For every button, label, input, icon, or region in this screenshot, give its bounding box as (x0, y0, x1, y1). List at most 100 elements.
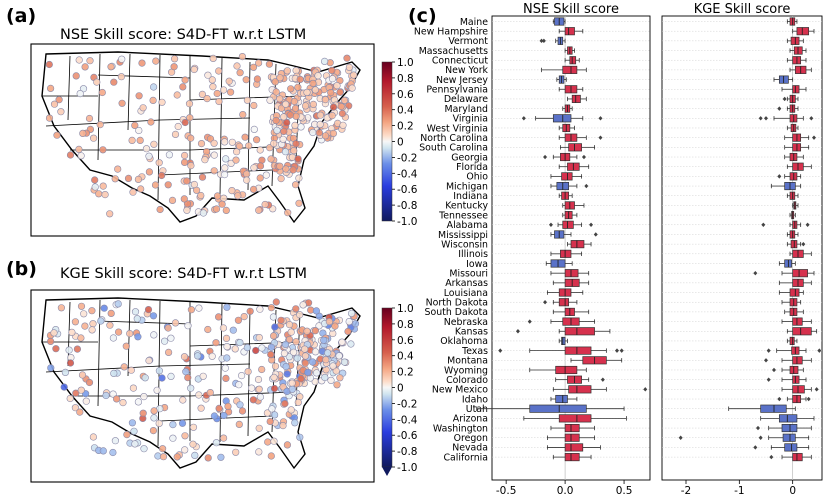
outlier (772, 367, 776, 373)
basin-dot (201, 156, 209, 164)
basin-dot (80, 310, 88, 318)
basin-dot (234, 192, 242, 200)
basin-dot (131, 440, 139, 448)
colorbar-a-tick-label: -0.6 (397, 184, 418, 196)
basin-dot (77, 334, 85, 342)
basin-dot (345, 318, 353, 326)
colorbar-a-tick-label: 0.2 (397, 121, 414, 133)
state-label: Vermont (448, 36, 488, 47)
state-label: Pennsylvania (426, 85, 488, 96)
box (789, 336, 795, 345)
basin-dot (309, 100, 318, 108)
state-label: Washington (433, 423, 488, 434)
basin-dot (66, 359, 75, 367)
basin-dot (296, 75, 304, 83)
basin-dot (57, 108, 65, 116)
basin-dot (144, 306, 153, 314)
panel-c-label: (c) (408, 5, 437, 27)
basin-dot (114, 328, 123, 336)
outlier (581, 154, 586, 160)
basin-dot (285, 321, 294, 329)
basin-dot (267, 155, 275, 163)
basin-dot (77, 152, 85, 160)
outlier (777, 106, 782, 111)
basin-dot (236, 401, 244, 409)
basin-dot (152, 57, 160, 65)
basin-dot (267, 350, 275, 359)
basin-dot (347, 340, 355, 348)
basin-dot (158, 374, 166, 382)
outlier (498, 348, 503, 353)
box (792, 85, 800, 94)
panel-title: NSE Skill score (523, 2, 619, 17)
box (781, 424, 798, 433)
box (561, 336, 566, 345)
box (792, 375, 800, 384)
basin-dot (287, 328, 295, 336)
basin-dot (235, 420, 243, 429)
basin-dot (53, 131, 61, 139)
outlier (782, 96, 787, 102)
basin-dot (100, 304, 108, 312)
basin-dot (311, 327, 320, 335)
basin-dot (184, 322, 192, 330)
basin-dot (336, 88, 344, 96)
basin-dot (222, 374, 230, 383)
basin-dot (93, 78, 101, 86)
basin-dot (233, 148, 241, 156)
basin-dot (197, 404, 205, 412)
box (789, 288, 800, 297)
basin-dot (123, 431, 131, 439)
basin-dot (322, 356, 330, 364)
basin-dot (295, 199, 303, 207)
basin-dot (215, 67, 223, 75)
box (792, 317, 803, 326)
outlier (619, 348, 624, 353)
basin-dot (283, 370, 291, 378)
basin-dot (147, 118, 155, 126)
outlier (777, 174, 782, 179)
box (792, 356, 803, 365)
basin-dot (287, 85, 295, 93)
basin-dot (210, 167, 218, 175)
basin-dot (223, 343, 231, 351)
basin-dot (290, 97, 299, 106)
basin-dot (72, 72, 80, 80)
basin-dot (161, 337, 169, 345)
basin-dot (139, 104, 147, 112)
state-label: Oregon (454, 433, 488, 444)
basin-dot (327, 376, 335, 385)
basin-dot (169, 434, 177, 442)
basin-dot (243, 96, 251, 104)
basin-dot (250, 164, 258, 172)
map-b-basin-dots (46, 298, 360, 462)
basin-dot (209, 54, 217, 63)
basin-dot (255, 424, 263, 432)
basin-dot (210, 139, 218, 147)
basin-dot (102, 391, 110, 400)
basin-dot (292, 181, 300, 189)
basin-dot (181, 76, 189, 84)
basin-dot (190, 65, 198, 74)
basin-dot (182, 368, 190, 376)
basin-dot (185, 100, 194, 108)
basin-dot (167, 334, 175, 342)
basin-dot (286, 111, 294, 119)
basin-dot (281, 400, 289, 408)
basin-dot (329, 129, 338, 137)
basin-dot (76, 89, 84, 98)
box (760, 404, 787, 413)
basin-dot (336, 374, 344, 382)
basin-dot (280, 349, 289, 358)
kge-boxplot: KGE Skill score -2 -1 0 (661, 2, 823, 497)
basin-dot (288, 379, 296, 387)
basin-dot (303, 327, 311, 335)
basin-dot (183, 206, 191, 214)
basin-dot (267, 343, 276, 351)
basin-dot (52, 345, 60, 353)
outlier (584, 183, 589, 189)
basin-dot (150, 407, 158, 415)
basin-dot (233, 62, 241, 70)
basin-dot (159, 445, 167, 453)
basin-dot (183, 177, 191, 185)
